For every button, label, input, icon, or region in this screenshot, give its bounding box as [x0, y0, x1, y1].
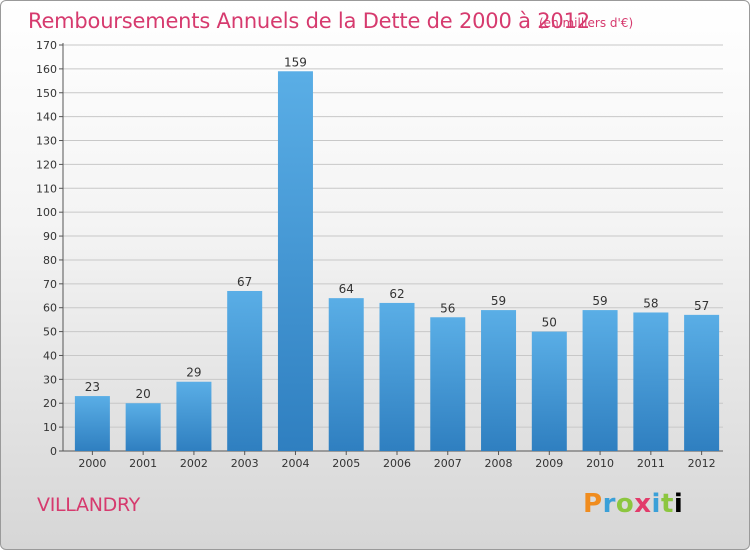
x-tick-label: 2003: [231, 457, 259, 470]
x-tick-label: 2000: [78, 457, 106, 470]
data-label: 159: [284, 55, 307, 69]
y-tick-label: 20: [43, 397, 57, 410]
y-tick-label: 80: [43, 254, 57, 267]
data-label: 59: [592, 294, 607, 308]
brand-letter: x: [634, 489, 652, 519]
x-tick-label: 2012: [688, 457, 716, 470]
bar: [481, 310, 517, 451]
x-tick-label: 2005: [332, 457, 360, 470]
bar: [277, 71, 313, 451]
data-label: 57: [694, 299, 709, 313]
brand-letter: i: [673, 489, 684, 519]
y-tick-label: 110: [36, 182, 57, 195]
y-tick-label: 160: [36, 63, 57, 76]
bar: [633, 312, 669, 451]
bar: [379, 302, 415, 451]
data-label: 64: [339, 282, 354, 296]
x-tick-label: 2009: [535, 457, 563, 470]
y-tick-label: 130: [36, 135, 57, 148]
data-label: 50: [542, 316, 557, 330]
brand-letter: P: [583, 489, 603, 519]
y-tick-label: 90: [43, 230, 57, 243]
bar: [328, 298, 364, 451]
y-tick-label: 100: [36, 206, 57, 219]
y-tick-label: 120: [36, 158, 57, 171]
bar: [684, 314, 720, 451]
bar: [125, 403, 161, 451]
bar: [176, 381, 212, 451]
bar: [430, 317, 466, 451]
y-tick-label: 10: [43, 421, 57, 434]
bar: [582, 310, 618, 451]
y-tick-label: 140: [36, 111, 57, 124]
y-tick-label: 50: [43, 326, 57, 339]
x-tick-label: 2007: [434, 457, 462, 470]
bar: [227, 290, 263, 451]
x-tick-label: 2008: [485, 457, 513, 470]
data-label: 58: [643, 296, 658, 310]
brand-letter: r: [602, 489, 616, 519]
x-tick-label: 2002: [180, 457, 208, 470]
x-tick-label: 2011: [637, 457, 665, 470]
chart-title: Remboursements Annuels de la Dette de 20…: [28, 9, 590, 33]
y-tick-label: 30: [43, 373, 57, 386]
brand-logo: Proxiti: [583, 489, 683, 519]
brand-letter: i: [651, 489, 661, 519]
y-tick-label: 150: [36, 87, 57, 100]
x-tick-label: 2006: [383, 457, 411, 470]
data-label: 23: [85, 380, 100, 394]
y-tick-label: 70: [43, 278, 57, 291]
data-label: 62: [389, 287, 404, 301]
data-label: 29: [186, 366, 201, 380]
brand-letter: o: [615, 489, 635, 519]
city-name: VILLANDRY: [37, 494, 140, 516]
bar: [74, 396, 110, 451]
chart-unit: (en milliers d'€): [539, 16, 634, 30]
data-label: 20: [136, 387, 151, 401]
x-tick-label: 2010: [586, 457, 614, 470]
y-tick-label: 40: [43, 349, 57, 362]
bar: [531, 331, 567, 451]
y-tick-label: 0: [50, 445, 57, 458]
x-tick-label: 2004: [281, 457, 309, 470]
data-label: 56: [440, 301, 455, 315]
data-label: 59: [491, 294, 506, 308]
brand-letter: t: [660, 489, 674, 519]
y-tick-label: 170: [36, 39, 57, 52]
y-tick-label: 60: [43, 302, 57, 315]
x-tick-label: 2001: [129, 457, 157, 470]
data-label: 67: [237, 275, 252, 289]
